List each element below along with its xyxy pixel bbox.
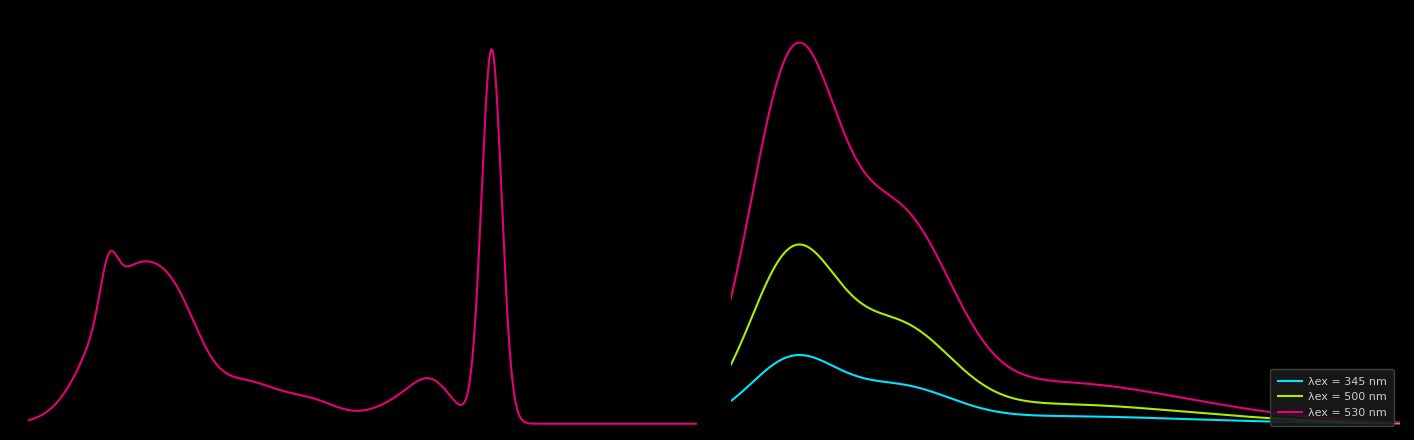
λex = 530 nm [1391,420,1408,425]
Line: λex = 500 nm: λex = 500 nm [731,245,1400,423]
λex = 530 nm [1372,419,1389,425]
λex = 345 nm [1048,413,1065,418]
λex = 500 nm [1250,415,1267,420]
λex = 345 nm [1391,421,1408,426]
λex = 530 nm [790,40,807,45]
λex = 530 nm [723,296,740,301]
λex = 345 nm [1250,418,1267,424]
λex = 500 nm [1048,401,1065,406]
λex = 500 nm [1373,420,1390,425]
λex = 345 nm [756,368,773,374]
Line: λex = 530 nm: λex = 530 nm [731,43,1400,422]
λex = 500 nm [790,242,807,247]
λex = 345 nm [790,352,807,358]
λex = 500 nm [1372,420,1389,425]
λex = 345 nm [1372,421,1389,426]
λex = 530 nm [1031,376,1048,381]
λex = 500 nm [723,362,740,367]
λex = 530 nm [1250,408,1267,413]
λex = 530 nm [756,129,773,134]
Legend: λex = 345 nm, λex = 500 nm, λex = 530 nm: λex = 345 nm, λex = 500 nm, λex = 530 nm [1270,369,1394,425]
Line: λex = 345 nm: λex = 345 nm [731,355,1400,423]
λex = 530 nm [1373,419,1390,425]
λex = 345 nm [1031,413,1048,418]
λex = 500 nm [1031,400,1048,405]
λex = 500 nm [1391,420,1408,425]
λex = 530 nm [1048,378,1065,384]
λex = 345 nm [1373,421,1390,426]
λex = 345 nm [723,399,740,404]
λex = 500 nm [756,284,773,289]
